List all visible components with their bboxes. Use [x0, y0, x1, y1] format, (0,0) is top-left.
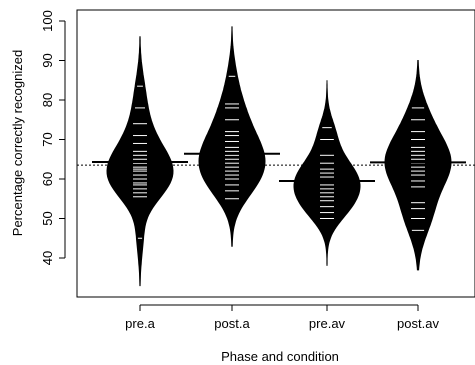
bean-post.av	[384, 60, 452, 271]
y-tick-label: 50	[40, 211, 55, 225]
x-tick-label: pre.a	[125, 316, 155, 331]
plot-frame	[76, 9, 475, 298]
y-tick-label: 100	[40, 10, 55, 32]
y-tick-label: 60	[40, 172, 55, 186]
x-tick-label: pre.av	[309, 316, 346, 331]
y-axis-title: Percentage correctly recognized	[10, 50, 25, 236]
x-axis-title: Phase and condition	[221, 349, 339, 364]
y-axis: 40 50 60 70 80 90 100	[40, 10, 66, 265]
y-tick-label: 70	[40, 132, 55, 146]
x-tick-label: post.av	[397, 316, 439, 331]
y-tick-label: 80	[40, 93, 55, 107]
bean-post.a	[198, 26, 266, 247]
y-tick-label: 40	[40, 251, 55, 265]
y-tick-label: 90	[40, 53, 55, 67]
beans-group	[92, 26, 466, 287]
x-tick-label: post.a	[214, 316, 250, 331]
x-axis: pre.a post.a pre.av post.av	[125, 304, 439, 331]
